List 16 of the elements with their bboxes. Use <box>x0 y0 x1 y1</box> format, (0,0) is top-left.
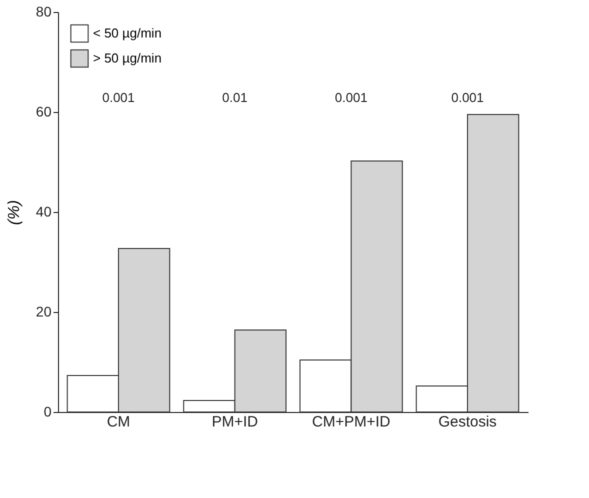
x-tick-label: Gestosis <box>438 414 497 430</box>
x-tick-label: CM+PM+ID <box>312 414 391 430</box>
y-tick-label: 0 <box>44 404 52 420</box>
legend-label: > 50 µg/min <box>93 50 162 66</box>
x-tick-label: CM <box>106 414 130 430</box>
y-tick-label: 80 <box>36 4 52 20</box>
y-tick-label: 40 <box>36 204 52 220</box>
annotation: 0.001 <box>451 90 484 105</box>
y-axis-title: (%) <box>6 200 23 225</box>
annotation: 0.01 <box>222 90 248 105</box>
legend-label: < 50 µg/min <box>93 26 162 40</box>
annotation: 0.001 <box>102 90 135 105</box>
y-tick-label: 60 <box>36 104 52 120</box>
annotation: 0.001 <box>334 90 368 105</box>
y-tick-label: 20 <box>36 304 52 320</box>
x-tick-label: PM+ID <box>212 414 258 430</box>
